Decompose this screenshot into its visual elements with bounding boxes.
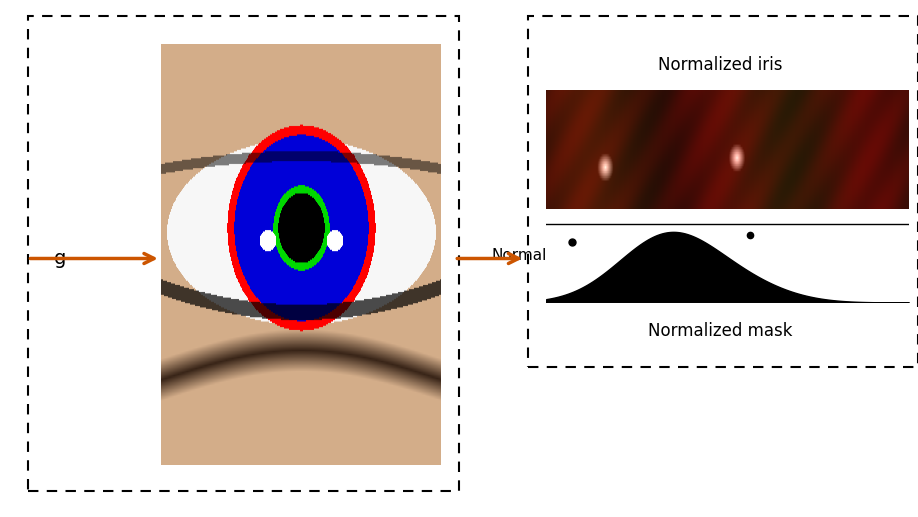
Text: Normalized mask: Normalized mask — [648, 322, 793, 340]
Text: Normalization: Normalization — [491, 248, 598, 264]
Text: Normalized iris: Normalized iris — [658, 56, 783, 73]
Text: g: g — [53, 249, 66, 268]
